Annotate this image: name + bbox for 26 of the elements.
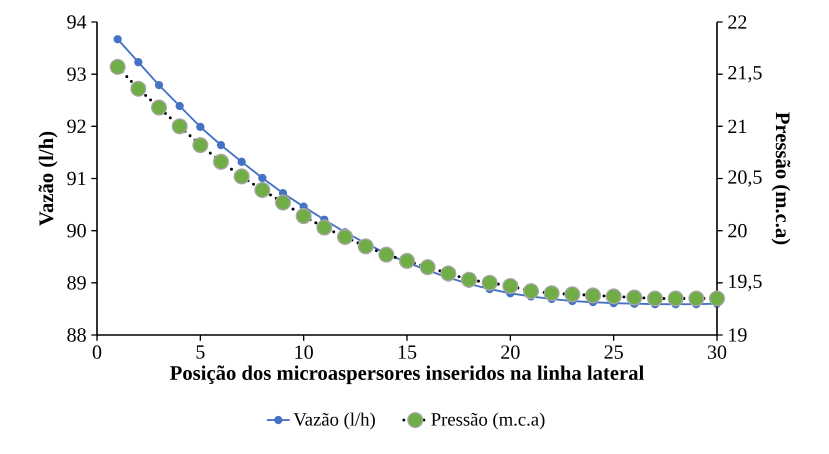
x-axis-title: Posição dos microaspersores inseridos na linha lateral [170, 365, 644, 384]
x-tick-label: 15 [398, 345, 416, 359]
y-tick-label: 89 [67, 276, 86, 290]
x-tick-label: 0 [92, 345, 102, 359]
y-tick-label: 93 [67, 67, 86, 81]
x-tick-label: 30 [708, 345, 726, 359]
y-tick-label: 88 [67, 328, 86, 342]
y-tick-label: 92 [67, 120, 86, 134]
y2-tick-label: 21,5 [728, 66, 762, 82]
y2-tick-label: 19 [729, 328, 747, 342]
legend-label: Pressão (m.c.a) [431, 412, 544, 430]
legend-label: Vazão (l/h) [294, 412, 375, 430]
y2-axis-title: Pressão (m.c.a) [772, 112, 790, 244]
x-tick-label: 5 [196, 345, 205, 359]
y2-tick-label: 21 [728, 120, 746, 133]
y2-tick-label: 20,5 [728, 170, 762, 187]
y-tick-label: 94 [67, 15, 86, 29]
x-tick-label: 25 [604, 345, 623, 359]
y-axis-title: Vazão (l/h) [38, 132, 58, 226]
y2-tick-label: 22 [728, 15, 746, 29]
x-tick-label: 20 [501, 345, 520, 359]
y2-tick-label: 19,5 [729, 274, 762, 291]
y-tick-label: 90 [67, 224, 86, 238]
x-tick-label: 10 [295, 345, 313, 359]
y2-tick-label: 20 [728, 224, 747, 238]
y-tick-label: 91 [67, 172, 86, 186]
